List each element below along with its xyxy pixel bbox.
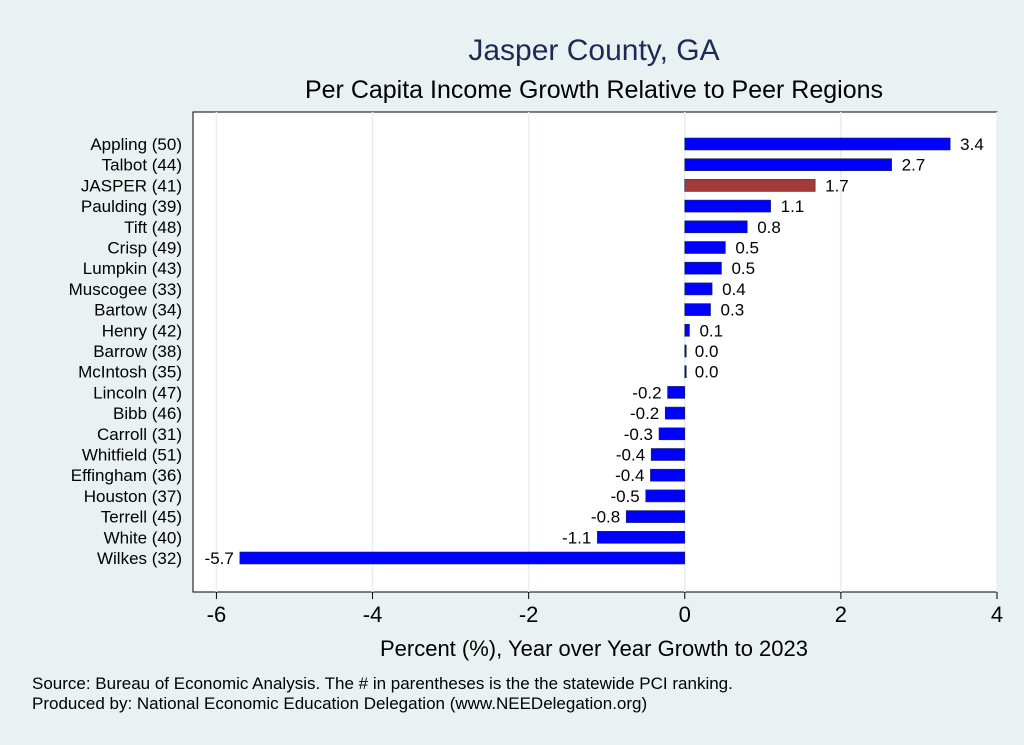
value-label: 1.1 [781,197,805,216]
category-labels: Appling (50) Talbot (44)JASPER (41) Pauldi… [69,135,182,568]
plot-area [192,111,998,593]
bar-highlight [684,179,816,192]
bar [664,406,686,420]
bar [625,510,686,523]
value-label: 0.4 [722,280,746,299]
category-label: Barrow (38) [93,342,182,361]
grid-lines [215,112,998,592]
x-axis-title: Percent (%), Year over Year Growth to 20… [380,636,808,661]
value-label: -0.3 [624,425,653,444]
bar [684,323,690,337]
category-label: Wilkes (32) [97,549,182,568]
category-label: Muscogee (33) [69,280,182,299]
value-label: -0.2 [632,383,661,402]
category-label: Tift (48) [124,218,182,237]
x-axis: -6 -4 -2 0 2 4 [207,592,1003,627]
x-tick-label: 2 [835,602,847,627]
source-note: Source: Bureau of Economic Analysis. The… [32,674,733,693]
chart-subtitle: Per Capita Income Growth Relative to Pee… [305,76,883,104]
category-label: Talbot (44) [102,156,182,175]
bar [684,261,722,275]
value-labels: 3.4 2.7 1.7 1.10.8 0.50.5 0.4 0.30.1 0.0 0.0 -0.2… [205,135,984,568]
bar [650,448,686,461]
category-label: Henry (42) [102,321,182,340]
value-label: -5.7 [205,549,234,568]
produced-by-note: Produced by: National Economic Education… [32,694,647,713]
category-label: Bibb (46) [113,404,182,423]
bars [239,137,951,565]
value-label: -1.1 [562,528,591,547]
chart-title: Jasper County, GA [468,34,719,67]
x-tick-label: 4 [991,602,1003,627]
bar [667,386,686,399]
bar [597,530,686,544]
value-label: 0.0 [695,363,719,382]
category-label: White (40) [104,528,182,547]
category-label: McIntosh (35) [78,363,182,382]
bar [684,282,713,296]
value-label: -0.2 [630,404,659,423]
bar [684,303,711,316]
category-label: Bartow (34) [94,301,182,320]
category-label: Terrell (45) [101,508,182,527]
x-tick-label: -2 [519,602,539,627]
x-tick-label: 0 [679,602,691,627]
bar [684,365,687,379]
category-label: JASPER (41) [81,176,182,195]
value-label: -0.8 [591,508,620,527]
bar [684,199,771,213]
value-label: 0.0 [695,342,719,361]
value-label: 0.5 [731,259,755,278]
category-label: Paulding (39) [81,197,182,216]
category-label: Crisp (49) [107,239,182,258]
value-label: -0.4 [615,466,644,485]
value-label: 0.5 [735,239,759,258]
value-label: 1.7 [825,176,849,195]
bar [650,468,686,482]
category-label: Whitfield (51) [82,446,182,465]
bar [684,220,748,234]
category-label: Effingham (36) [71,466,182,485]
value-label: 3.4 [960,135,984,154]
bar [658,427,686,441]
value-label: -0.4 [616,446,645,465]
value-label: 0.3 [721,301,745,320]
value-label: 2.7 [902,156,926,175]
category-label: Lumpkin (43) [83,259,182,278]
bar [684,158,892,171]
category-label: Houston (37) [84,487,182,506]
bar [684,241,726,254]
x-tick-label: -4 [363,602,383,627]
bar [684,137,951,151]
value-label: 0.1 [699,321,723,340]
bar [645,489,686,503]
bar [239,551,686,565]
category-label: Lincoln (47) [93,383,182,402]
x-tick-label: -6 [207,602,227,627]
value-label: -0.5 [610,487,639,506]
category-label: Appling (50) [90,135,182,154]
bar [684,344,687,358]
value-label: 0.8 [757,218,781,237]
category-label: Carroll (31) [97,425,182,444]
